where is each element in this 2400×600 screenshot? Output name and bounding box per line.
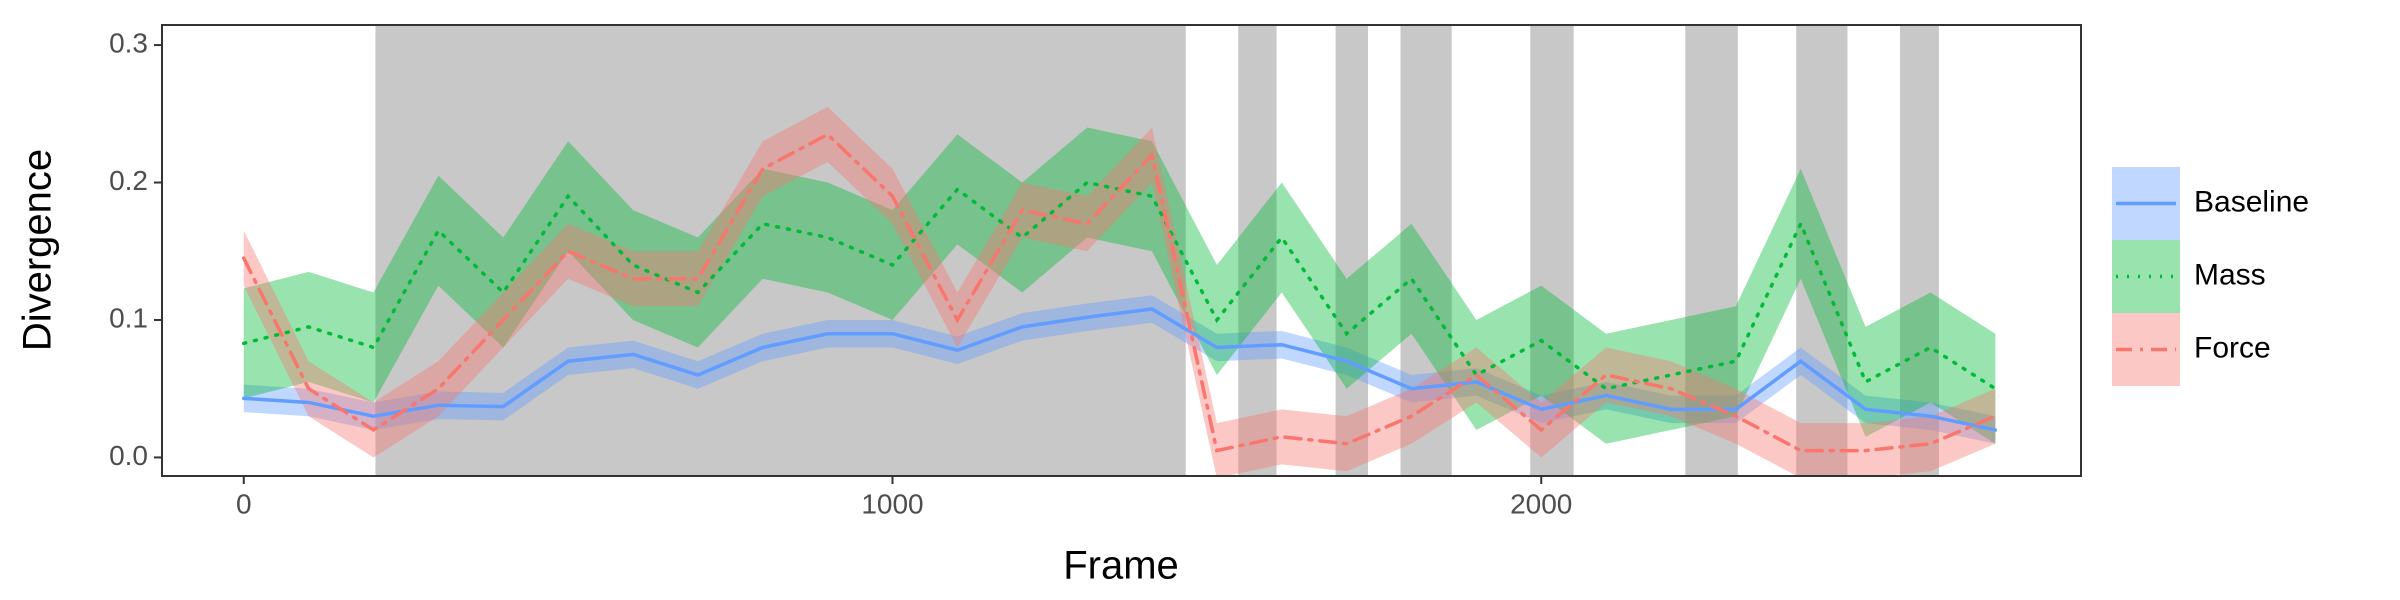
y-tick-label: 0.3	[109, 27, 148, 58]
shaded-region	[1899, 25, 1939, 476]
x-tick-label: 0	[236, 488, 252, 519]
shaded-region	[1530, 25, 1574, 476]
shaded-region	[1796, 25, 1848, 476]
y-tick-label: 0.0	[109, 440, 148, 471]
legend-key	[2112, 240, 2180, 313]
y-tick-label: 0.1	[109, 302, 148, 333]
y-tick-label: 0.2	[109, 165, 148, 196]
legend-label: Force	[2194, 331, 2271, 364]
legend-label: Mass	[2194, 258, 2266, 291]
series-line	[241, 132, 1998, 453]
x-tick-label: 1000	[861, 488, 923, 519]
x-axis-title: Frame	[1063, 544, 1179, 588]
confidence-band	[243, 106, 1996, 476]
y-axis-title: Divergence	[16, 149, 60, 351]
plot-area	[241, 25, 1998, 476]
legend-label: Baseline	[2194, 185, 2309, 218]
shaded-region	[1400, 25, 1452, 476]
shaded-region	[1685, 25, 1738, 476]
shaded-region	[1335, 25, 1369, 476]
x-tick-label: 2000	[1510, 488, 1572, 519]
plot-border	[161, 24, 2082, 477]
series-line	[241, 307, 1998, 432]
confidence-band	[243, 127, 1996, 444]
